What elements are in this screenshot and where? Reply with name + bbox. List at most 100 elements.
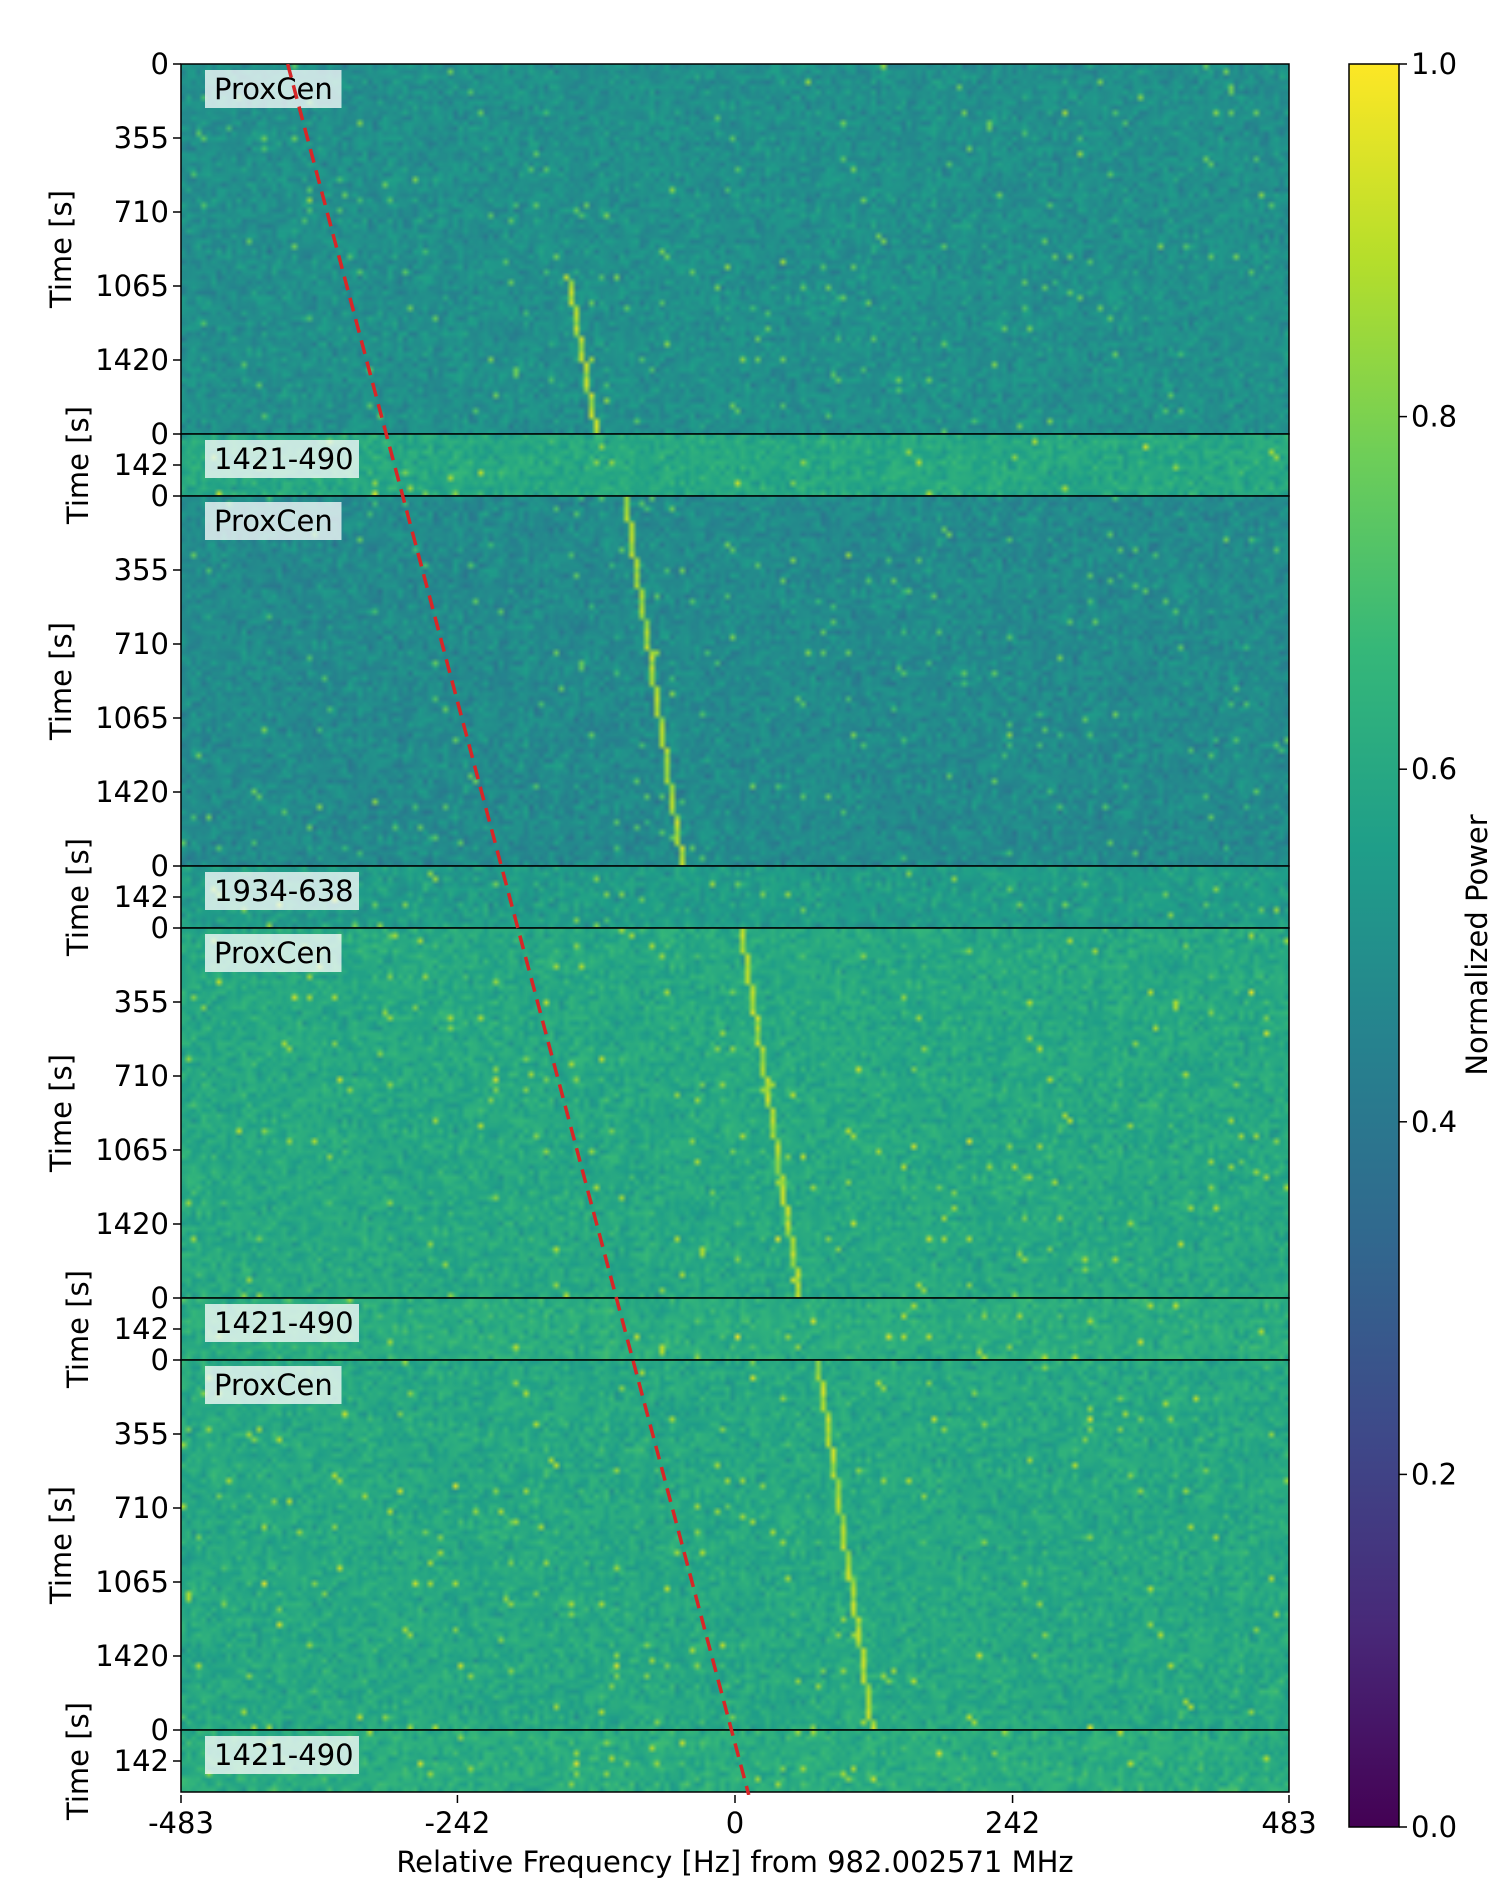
panel-label-text: 1934-638 bbox=[214, 874, 354, 908]
y-tick-label: 0 bbox=[151, 417, 169, 451]
y-axis-panel-7: 0 355 710 1065 1420 Time [s] bbox=[44, 1343, 181, 1673]
drift-line bbox=[285, 64, 751, 1795]
y-tick-label: 1065 bbox=[95, 269, 169, 303]
y-tick-label: 1065 bbox=[95, 1565, 169, 1599]
y-tick-label: 1420 bbox=[95, 1207, 169, 1241]
panel-8: 1421-490 bbox=[180, 1729, 1290, 1793]
y-tick-label: 710 bbox=[114, 1059, 169, 1093]
y-tick-label: 0 bbox=[151, 1281, 169, 1315]
y-tick-label: 0 bbox=[151, 47, 169, 81]
panel-heatmap bbox=[181, 866, 1289, 928]
colorbar-tick-label: 1.0 bbox=[1411, 47, 1457, 81]
panel-label-text: ProxCen bbox=[214, 504, 333, 538]
y-tick-label: 710 bbox=[114, 195, 169, 229]
panel-label-text: 1421-490 bbox=[214, 1306, 354, 1340]
x-tick-label: 483 bbox=[1261, 1806, 1316, 1840]
y-tick-label: 142 bbox=[114, 1312, 169, 1346]
panel-2: 1421-490 bbox=[180, 433, 1290, 497]
y-axis-panel-3: 0 355 710 1065 1420 Time [s] bbox=[44, 479, 181, 809]
y-axis-label: Time [s] bbox=[44, 1054, 78, 1173]
y-axis-label: Time [s] bbox=[44, 622, 78, 741]
panel-label-box bbox=[205, 934, 342, 972]
y-tick-label: 0 bbox=[151, 849, 169, 883]
panel-label: 1421-490 bbox=[205, 440, 359, 478]
colorbar-tick-label: 0.4 bbox=[1411, 1105, 1457, 1139]
panel-label: ProxCen bbox=[205, 70, 342, 108]
y-tick-label: 1420 bbox=[95, 775, 169, 809]
y-tick-label: 0 bbox=[151, 479, 169, 513]
y-tick-label: 142 bbox=[114, 880, 169, 914]
panel-label-box bbox=[205, 1736, 359, 1774]
panel-label-box bbox=[205, 502, 342, 540]
colorbar-tick-label: 0.8 bbox=[1411, 400, 1457, 434]
colorbar-gradient bbox=[1348, 63, 1400, 1828]
panel-heatmap bbox=[181, 1360, 1289, 1730]
panel-1: ProxCen bbox=[180, 63, 1290, 435]
panel-label: 1421-490 bbox=[205, 1736, 359, 1774]
y-tick-label: 355 bbox=[114, 121, 169, 155]
panel-5: ProxCen bbox=[180, 927, 1290, 1299]
overlay bbox=[285, 64, 751, 1795]
panel-heatmap bbox=[181, 928, 1289, 1298]
y-tick-label: 1420 bbox=[95, 1639, 169, 1673]
x-axis-label: Relative Frequency [Hz] from 982.002571 … bbox=[396, 1845, 1073, 1879]
x-tick-label: 242 bbox=[985, 1806, 1040, 1840]
panel-label-text: 1421-490 bbox=[214, 1738, 354, 1772]
y-tick-label: 0 bbox=[151, 1343, 169, 1377]
panel-label-box bbox=[205, 440, 359, 478]
x-tick-label: -483 bbox=[148, 1806, 214, 1840]
panel-label-text: ProxCen bbox=[214, 72, 333, 106]
y-tick-label: 142 bbox=[114, 448, 169, 482]
colorbar-tick-label: 0.6 bbox=[1411, 752, 1457, 786]
y-tick-label: 142 bbox=[114, 1744, 169, 1778]
y-axis-label: Time [s] bbox=[44, 1486, 78, 1605]
panel-label: ProxCen bbox=[205, 502, 342, 540]
y-tick-label: 1065 bbox=[95, 701, 169, 735]
y-axis-label: Time [s] bbox=[61, 838, 95, 957]
panel-heatmap bbox=[181, 1298, 1289, 1360]
colorbar-label: Normalized Power bbox=[1460, 814, 1494, 1075]
y-axis-label: Time [s] bbox=[61, 1270, 95, 1389]
panel-4: 1934-638 bbox=[180, 865, 1290, 929]
panel-label-box bbox=[205, 1304, 359, 1342]
panel-heatmap bbox=[181, 434, 1289, 496]
y-tick-label: 710 bbox=[114, 1491, 169, 1525]
y-tick-label: 355 bbox=[114, 985, 169, 1019]
panel-6: 1421-490 bbox=[180, 1297, 1290, 1361]
panel-label-text: ProxCen bbox=[214, 1368, 333, 1402]
panel-7: ProxCen bbox=[180, 1359, 1290, 1731]
y-axis-panel-5: 0 355 710 1065 1420 Time [s] bbox=[44, 911, 181, 1241]
colorbar-tick-label: 0.0 bbox=[1411, 1810, 1457, 1844]
panel-label-text: 1421-490 bbox=[214, 442, 354, 476]
y-tick-label: 1420 bbox=[95, 343, 169, 377]
waterfall-panels: ProxCen 1421-490 ProxCen 1934-638 ProxCen 142… bbox=[180, 63, 1290, 1793]
y-axis-panel-1: 0 355 710 1065 1420 Time [s] bbox=[44, 47, 181, 377]
colorbar-tick-label: 0.2 bbox=[1411, 1457, 1457, 1491]
panel-label-box bbox=[205, 70, 342, 108]
y-tick-label: 710 bbox=[114, 627, 169, 661]
panel-label-text: ProxCen bbox=[214, 936, 333, 970]
y-axis-label: Time [s] bbox=[61, 1702, 95, 1821]
x-axis: -483 -242 0 242 483 bbox=[148, 1795, 1317, 1840]
panel-heatmap bbox=[181, 1730, 1289, 1792]
panel-label: 1421-490 bbox=[205, 1304, 359, 1342]
y-tick-label: 0 bbox=[151, 1713, 169, 1747]
y-tick-label: 355 bbox=[114, 553, 169, 587]
y-tick-label: 355 bbox=[114, 1417, 169, 1451]
panel-heatmap bbox=[181, 64, 1289, 434]
panel-label: 1934-638 bbox=[205, 872, 359, 910]
colorbar: 0.0 0.2 0.4 0.6 0.8 1.0 bbox=[1348, 47, 1457, 1844]
panel-label: ProxCen bbox=[205, 934, 342, 972]
panel-label-box bbox=[205, 872, 359, 910]
x-tick-label: -242 bbox=[425, 1806, 491, 1840]
x-tick-label: 0 bbox=[726, 1806, 744, 1840]
y-axis-label: Time [s] bbox=[44, 190, 78, 309]
y-tick-label: 0 bbox=[151, 911, 169, 945]
panel-label-box bbox=[205, 1366, 342, 1404]
panel-label: ProxCen bbox=[205, 1366, 342, 1404]
